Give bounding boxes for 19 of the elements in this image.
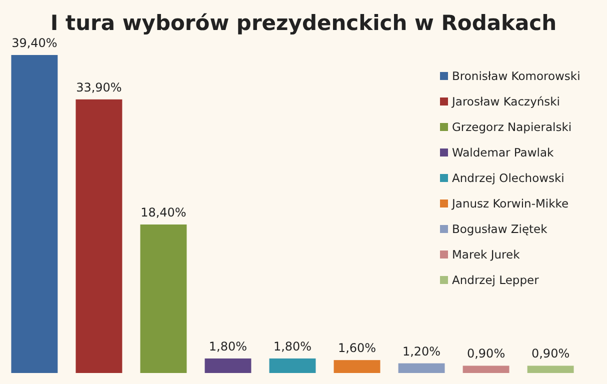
- legend-label: Janusz Korwin-Mikke: [451, 196, 569, 210]
- legend-label: Grzegorz Napieralski: [452, 120, 572, 134]
- legend-label: Marek Jurek: [452, 248, 520, 262]
- data-label: 1,80%: [273, 339, 312, 354]
- legend-label: Andrzej Lepper: [452, 273, 540, 287]
- data-label: 33,90%: [76, 80, 122, 94]
- legend-label: Andrzej Olechowski: [452, 171, 564, 185]
- data-label: 18,40%: [140, 205, 186, 220]
- data-label: 1,80%: [208, 339, 248, 354]
- data-label: 1,60%: [338, 341, 376, 356]
- data-label: 39,40%: [12, 36, 58, 50]
- legend-label: Bogusław Ziętek: [452, 222, 548, 236]
- data-label: 0,90%: [466, 346, 506, 361]
- legend-label: Bronisław Komorowski: [452, 69, 580, 83]
- legend-label: Waldemar Pawlak: [452, 146, 554, 160]
- data-label: 1,20%: [402, 344, 441, 358]
- chart-title: I tura wyborów prezydenckich w Rodakach: [50, 11, 557, 35]
- data-label: 0,90%: [531, 346, 570, 361]
- legend-label: Jarosław Kaczyński: [451, 94, 560, 108]
